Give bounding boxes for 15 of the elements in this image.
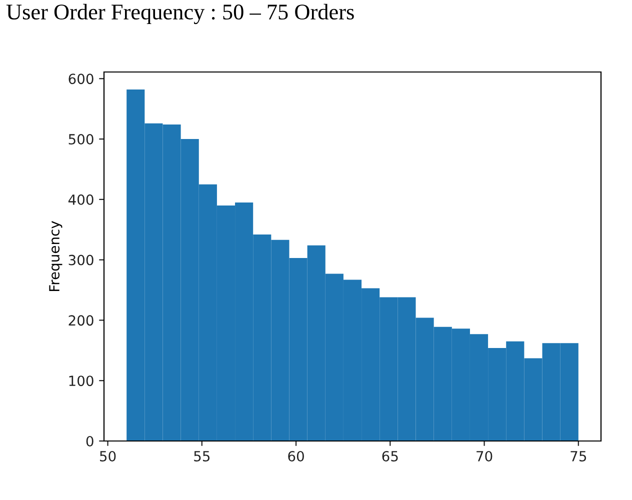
- chart-title: User Order Frequency : 50 – 75 Orders: [6, 4, 354, 24]
- y-tick-label: 300: [68, 254, 94, 266]
- x-tick-label: 60: [288, 450, 304, 462]
- y-tick-label: 200: [68, 315, 94, 326]
- x-tick-label: 65: [382, 450, 398, 462]
- y-tick-label: 0: [86, 436, 94, 446]
- y-tick-label: 400: [68, 194, 94, 205]
- x-tick-label: 75: [570, 451, 586, 462]
- x-tick-label: 55: [194, 451, 210, 462]
- y-tick-label: 600: [68, 74, 94, 84]
- x-tick-label: 70: [476, 450, 492, 462]
- y-tick-label: 100: [69, 376, 94, 386]
- y-tick-label: 500: [68, 134, 94, 145]
- y-axis-title: Frequency: [49, 221, 62, 292]
- x-tick-label: 50: [100, 450, 116, 462]
